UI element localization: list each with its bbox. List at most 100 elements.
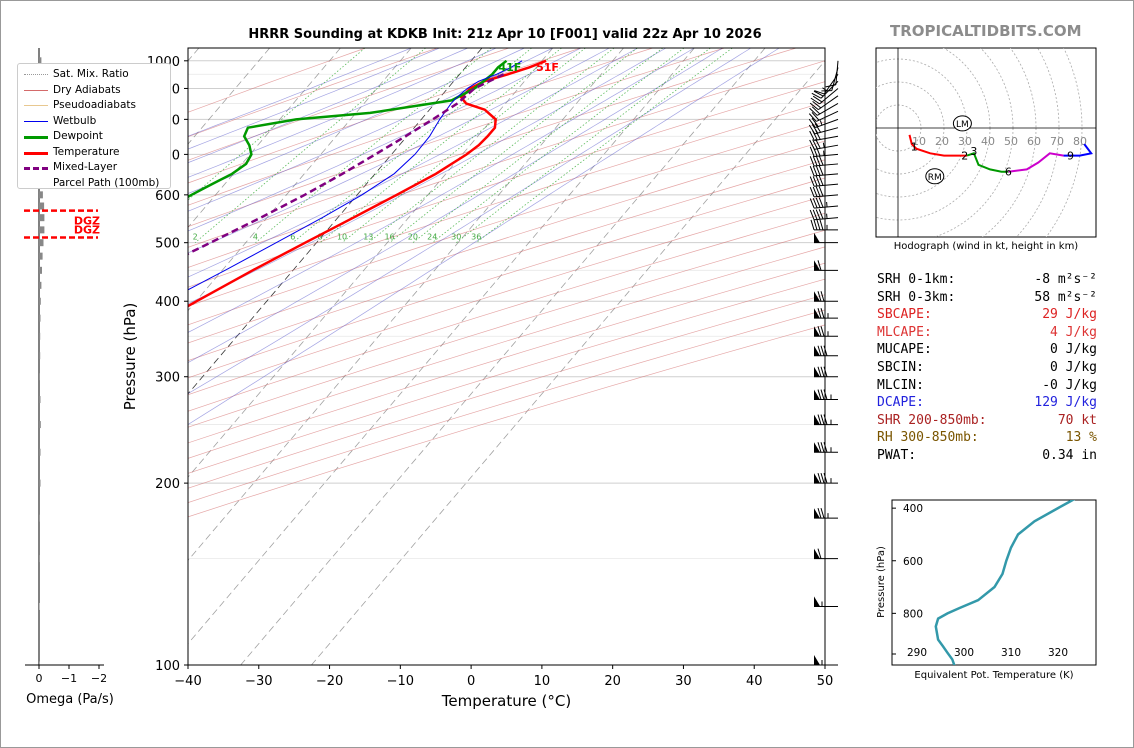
dry-adiabat bbox=[188, 262, 825, 459]
legend-label: Temperature bbox=[53, 145, 120, 158]
barb-pennant bbox=[814, 345, 820, 356]
wind-barb bbox=[809, 175, 839, 187]
barb-pennant bbox=[814, 260, 820, 271]
barb-flag bbox=[817, 366, 822, 377]
mixing-ratio-line bbox=[368, 48, 615, 244]
stat-value: 0 J/kg bbox=[1050, 342, 1097, 358]
omega-bar bbox=[39, 239, 44, 247]
barb-flag bbox=[815, 186, 821, 197]
y-tick-label: 600 bbox=[155, 189, 180, 204]
wind-barb bbox=[814, 548, 838, 560]
barb-flag bbox=[809, 166, 815, 177]
barb-flag bbox=[809, 146, 815, 157]
wind-barb bbox=[809, 197, 839, 209]
stat-label: SHR 200-850mb: bbox=[877, 412, 987, 428]
hodograph-ring-label: 10 bbox=[912, 135, 926, 148]
stat-row: SRH 0-1km: -8 m²s⁻² bbox=[877, 272, 1097, 290]
dry-adiabat bbox=[188, 324, 825, 518]
hodograph-segment bbox=[1063, 143, 1093, 157]
hodograph-height-label: 2 bbox=[961, 150, 968, 163]
barb-pennant bbox=[814, 232, 820, 243]
mixing-ratio-line bbox=[255, 48, 492, 244]
wind-barb bbox=[808, 117, 839, 129]
barb-half-flag bbox=[822, 87, 827, 92]
barb-flag bbox=[818, 175, 824, 186]
profile-line-dewpoint bbox=[188, 59, 508, 199]
dry-adiabat bbox=[188, 48, 438, 138]
dry-adiabat bbox=[188, 48, 366, 113]
theta-e-y-axis-label: Pressure (hPa) bbox=[876, 546, 887, 618]
barb-staff bbox=[814, 144, 839, 150]
barb-flag bbox=[812, 155, 818, 166]
barb-flag bbox=[813, 90, 824, 97]
x-tick-label: −40 bbox=[174, 674, 201, 689]
barb-flag bbox=[812, 101, 822, 109]
mixing-ratio-label: 36 bbox=[471, 233, 481, 242]
omega-bar bbox=[39, 352, 41, 360]
legend-swatch bbox=[24, 89, 48, 91]
theta-e-x-tick-label: 300 bbox=[954, 647, 974, 659]
stat-value: 58 m²s⁻² bbox=[1034, 289, 1097, 305]
legend-swatch bbox=[24, 105, 48, 106]
omega-bar bbox=[39, 479, 41, 487]
barb-flag bbox=[818, 186, 824, 197]
hodograph-ring-label: 40 bbox=[981, 135, 995, 148]
theta-e-y-tick-label: 600 bbox=[903, 556, 923, 568]
barb-flag bbox=[816, 219, 821, 231]
barb-flag bbox=[820, 442, 825, 453]
barb-flag bbox=[817, 472, 822, 484]
stat-label: PWAT: bbox=[877, 447, 917, 463]
barb-flag bbox=[820, 508, 825, 519]
barb-flag bbox=[812, 165, 818, 176]
barb-flag bbox=[823, 366, 828, 377]
barb-staff bbox=[815, 118, 839, 129]
wind-barb bbox=[814, 596, 838, 607]
mixing-ratio-line bbox=[292, 48, 532, 244]
legend-label: Pseudoadiabats bbox=[53, 99, 136, 111]
theta-e-x-tick-label: 310 bbox=[1001, 647, 1021, 659]
legend-label: Parcel Path (100mb) bbox=[53, 176, 160, 189]
omega-bar bbox=[39, 421, 41, 429]
hodograph-height-label: 9 bbox=[1067, 150, 1074, 163]
legend-swatch bbox=[24, 136, 48, 139]
isotherm-line bbox=[188, 48, 554, 478]
omega-bar bbox=[39, 373, 40, 381]
mixing-ratio-label: 10 bbox=[337, 233, 347, 242]
barb-flag bbox=[817, 308, 822, 319]
barb-flag bbox=[809, 187, 815, 198]
omega-bar bbox=[39, 252, 43, 260]
barb-pennant bbox=[814, 389, 820, 400]
x-tick-label: 20 bbox=[604, 674, 621, 689]
x-tick-label: −20 bbox=[316, 674, 343, 689]
barb-pennant bbox=[814, 473, 820, 484]
barb-flag bbox=[810, 97, 820, 105]
dry-adiabat bbox=[188, 195, 825, 396]
wind-barb bbox=[809, 103, 839, 116]
barb-flag bbox=[815, 209, 821, 220]
omega-bar bbox=[39, 332, 41, 340]
omega-x-tick-label: −1 bbox=[61, 672, 77, 685]
barb-flag bbox=[812, 176, 818, 187]
isotherm-line bbox=[188, 48, 412, 312]
barb-flag bbox=[808, 113, 817, 122]
pseudoadiabat bbox=[188, 48, 695, 333]
pseudoadiabat bbox=[188, 48, 468, 164]
mixing-ratio-label: 6 bbox=[290, 233, 295, 242]
barb-pennant bbox=[814, 596, 820, 607]
stat-row: SBCIN: 0 J/kg bbox=[877, 360, 1097, 378]
mixing-ratio-label: 13 bbox=[363, 233, 373, 242]
wind-barb bbox=[810, 219, 838, 231]
surface-temp-label: 51F bbox=[536, 61, 559, 74]
barb-flag bbox=[815, 129, 821, 140]
legend-swatch bbox=[24, 120, 48, 122]
wind-barb bbox=[821, 67, 839, 92]
barb-flag bbox=[811, 106, 821, 115]
pseudoadiabat bbox=[188, 48, 412, 137]
wind-barb bbox=[814, 73, 839, 95]
mixing-ratio-line bbox=[456, 48, 711, 244]
barb-flag bbox=[811, 92, 822, 99]
barb-flag bbox=[815, 197, 821, 208]
mixing-ratio-line bbox=[341, 48, 586, 244]
x-tick-label: 40 bbox=[746, 674, 763, 689]
